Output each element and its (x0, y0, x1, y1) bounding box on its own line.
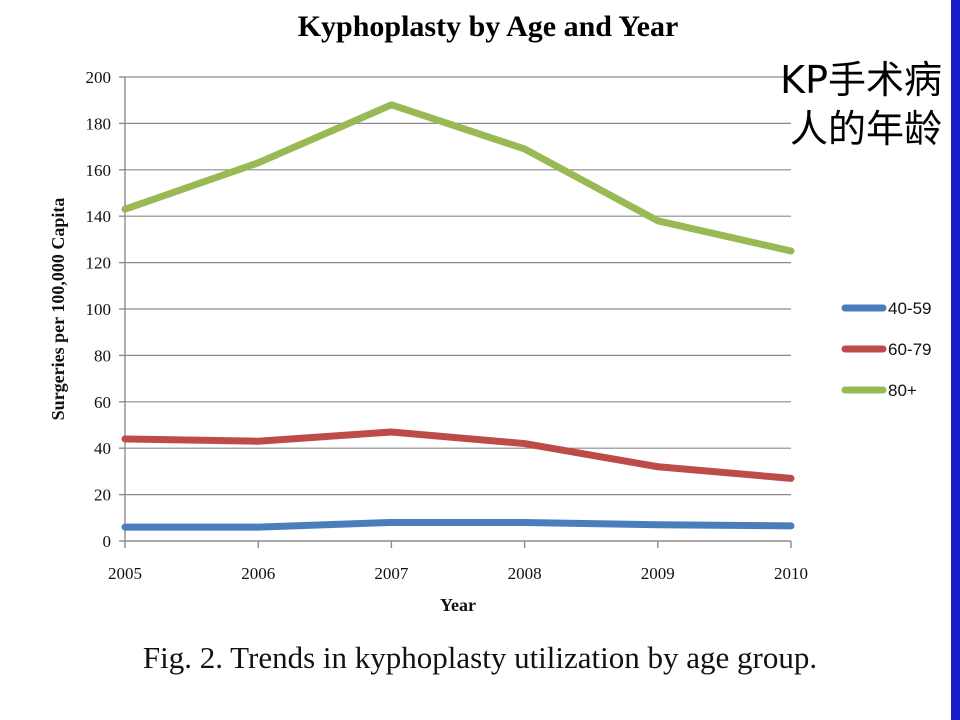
y-tick-label: 180 (86, 114, 112, 133)
series-lines (121, 101, 795, 531)
legend: 40-59 60-79 80+ (841, 299, 931, 400)
x-tick-label: 2009 (641, 564, 675, 583)
y-tick-label: 80 (94, 346, 111, 365)
y-tick-label: 20 (94, 486, 111, 505)
y-tick-label: 200 (86, 68, 112, 87)
axes: 0 20 40 60 80 100 120 140 160 180 200 2005 2006 2007 2… (86, 68, 809, 583)
legend-label-60-79: 60-79 (888, 340, 931, 359)
right-edge-bar (951, 0, 960, 720)
figure-caption: Fig. 2. Trends in kyphoplasty utilizatio… (142, 640, 818, 675)
series-line-80+ (121, 101, 795, 255)
x-axis-title: Year (440, 595, 476, 615)
x-tick-label: 2007 (374, 564, 409, 583)
chinese-annotation: KP手术病 人的年龄 (780, 56, 942, 155)
series-line-60-79 (121, 428, 795, 482)
series-line-40-59 (121, 518, 795, 531)
x-tick-label: 2010 (774, 564, 808, 583)
y-tick-label: 60 (94, 393, 111, 412)
y-tick-label: 40 (94, 439, 111, 458)
y-tick-label: 0 (103, 532, 112, 551)
x-tick-label: 2008 (508, 564, 542, 583)
annotation-line-1: KP手术病 (780, 58, 942, 102)
legend-label-80+: 80+ (888, 381, 917, 400)
y-tick-label: 100 (86, 300, 112, 319)
annotation-line-2: 人的年龄 (789, 107, 942, 152)
chart-title: Kyphoplasty by Age and Year (298, 10, 679, 43)
y-tick-label: 140 (86, 207, 112, 226)
x-tick-label: 2005 (108, 564, 142, 583)
y-tick-label: 120 (86, 254, 112, 273)
legend-label-40-59: 40-59 (888, 299, 931, 318)
gridlines (125, 76, 791, 496)
y-tick-label: 160 (86, 161, 112, 180)
x-tick-label: 2006 (241, 564, 275, 583)
y-axis-title: Surgeries per 100,000 Capita (48, 198, 68, 421)
